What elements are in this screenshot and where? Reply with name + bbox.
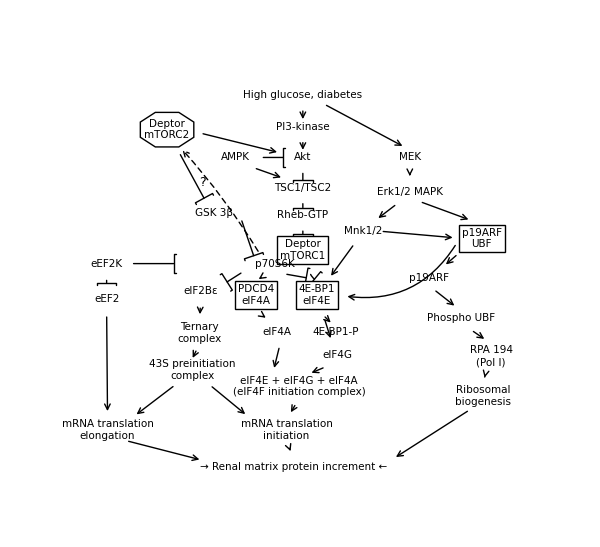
- FancyArrowPatch shape: [383, 231, 451, 240]
- FancyArrowPatch shape: [242, 221, 263, 261]
- Text: eIF4E + eIF4G + eIF4A
(eIF4F initiation complex): eIF4E + eIF4G + eIF4A (eIF4F initiation …: [233, 376, 365, 397]
- Text: → Renal matrix protein increment ←: → Renal matrix protein increment ←: [200, 462, 387, 472]
- FancyArrowPatch shape: [212, 387, 244, 413]
- Text: Phospho UBF: Phospho UBF: [427, 313, 495, 323]
- FancyArrowPatch shape: [184, 151, 258, 251]
- Text: p70S6K: p70S6K: [255, 259, 295, 269]
- FancyArrowPatch shape: [313, 368, 323, 373]
- FancyArrowPatch shape: [300, 143, 305, 148]
- Text: GSK 3β: GSK 3β: [194, 208, 233, 218]
- Text: eEF2: eEF2: [94, 294, 119, 304]
- Text: Deptor
mTORC1: Deptor mTORC1: [280, 240, 325, 261]
- FancyArrowPatch shape: [138, 387, 173, 414]
- Text: 4E-BP1-P: 4E-BP1-P: [312, 327, 359, 337]
- FancyArrowPatch shape: [263, 148, 285, 167]
- FancyArrowPatch shape: [193, 350, 198, 357]
- FancyArrowPatch shape: [259, 311, 265, 317]
- Text: ?: ?: [200, 176, 206, 189]
- FancyArrowPatch shape: [324, 316, 329, 322]
- Text: RPA 194
(Pol I): RPA 194 (Pol I): [470, 346, 512, 367]
- Text: Deptor
mTORC2: Deptor mTORC2: [145, 119, 190, 141]
- Text: Rheb-GTP: Rheb-GTP: [277, 210, 328, 220]
- FancyArrowPatch shape: [128, 441, 198, 461]
- FancyArrowPatch shape: [181, 155, 214, 205]
- FancyArrowPatch shape: [203, 134, 275, 153]
- Text: p19ARF: p19ARF: [409, 274, 449, 283]
- Text: mRNA translation
elongation: mRNA translation elongation: [62, 419, 154, 441]
- FancyArrowPatch shape: [220, 273, 241, 291]
- Text: p19ARF
UBF: p19ARF UBF: [462, 228, 502, 249]
- FancyArrowPatch shape: [407, 169, 413, 174]
- FancyArrowPatch shape: [397, 411, 467, 456]
- FancyArrowPatch shape: [292, 405, 297, 411]
- FancyArrowPatch shape: [260, 273, 266, 278]
- Text: eIF4G: eIF4G: [323, 351, 353, 360]
- FancyArrowPatch shape: [326, 106, 401, 145]
- FancyArrowPatch shape: [332, 246, 353, 275]
- FancyArrowPatch shape: [473, 331, 483, 338]
- Text: MEK: MEK: [399, 153, 421, 162]
- FancyArrowPatch shape: [283, 256, 289, 262]
- Text: Erk1/2 MAPK: Erk1/2 MAPK: [377, 187, 443, 197]
- Text: 4E-BP1
eIF4E: 4E-BP1 eIF4E: [299, 284, 335, 306]
- FancyArrowPatch shape: [104, 317, 110, 410]
- FancyArrowPatch shape: [293, 203, 313, 210]
- FancyArrowPatch shape: [256, 168, 280, 178]
- FancyArrowPatch shape: [134, 254, 176, 274]
- FancyArrowPatch shape: [293, 231, 313, 236]
- Text: AMPK: AMPK: [221, 153, 250, 162]
- FancyArrowPatch shape: [349, 246, 455, 300]
- FancyArrowPatch shape: [273, 348, 279, 366]
- Text: PI3-kinase: PI3-kinase: [276, 122, 329, 132]
- Text: eIF4A: eIF4A: [263, 327, 292, 337]
- FancyArrowPatch shape: [380, 206, 395, 217]
- Text: eEF2K: eEF2K: [91, 259, 122, 269]
- Text: mRNA translation
initiation: mRNA translation initiation: [241, 419, 332, 441]
- Text: Mnk1/2: Mnk1/2: [344, 226, 382, 236]
- Text: TSC1/TSC2: TSC1/TSC2: [274, 183, 331, 193]
- FancyArrowPatch shape: [308, 272, 322, 288]
- Text: eIF2Bε: eIF2Bε: [183, 286, 218, 295]
- Text: Akt: Akt: [294, 153, 311, 162]
- FancyArrowPatch shape: [325, 320, 331, 337]
- FancyArrowPatch shape: [300, 111, 305, 118]
- FancyArrowPatch shape: [197, 307, 203, 313]
- FancyArrowPatch shape: [422, 202, 467, 219]
- FancyArrowPatch shape: [447, 255, 456, 264]
- FancyArrowPatch shape: [293, 173, 313, 182]
- Text: Ternary
complex: Ternary complex: [178, 322, 222, 344]
- FancyArrowPatch shape: [484, 370, 489, 377]
- Text: 43S preinitiation
complex: 43S preinitiation complex: [149, 359, 236, 381]
- FancyArrowPatch shape: [287, 268, 310, 288]
- FancyArrowPatch shape: [436, 291, 453, 305]
- Text: PDCD4
eIF4A: PDCD4 eIF4A: [238, 284, 274, 306]
- FancyArrowPatch shape: [97, 281, 116, 284]
- FancyArrowPatch shape: [286, 444, 291, 450]
- Text: High glucose, diabetes: High glucose, diabetes: [243, 90, 362, 100]
- Polygon shape: [140, 112, 194, 147]
- Text: Ribosomal
biogenesis: Ribosomal biogenesis: [455, 386, 511, 407]
